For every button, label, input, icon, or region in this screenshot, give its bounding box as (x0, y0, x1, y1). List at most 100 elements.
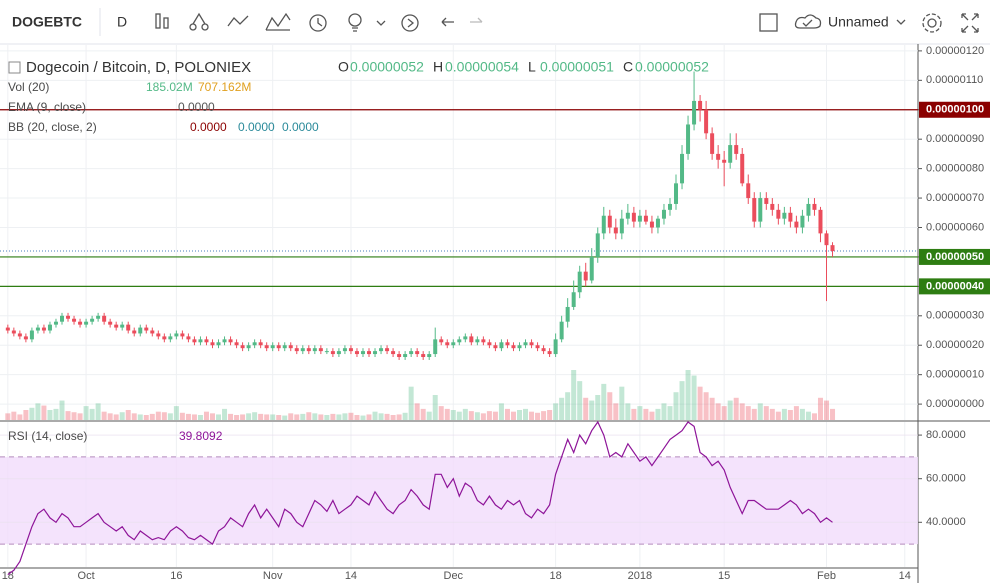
candle-body (318, 348, 323, 352)
volume-bar (619, 386, 625, 420)
symbol[interactable]: DOGEBTC (12, 14, 82, 30)
volume-bar (541, 411, 547, 420)
volume-bar (59, 400, 65, 420)
candle-body (716, 153, 721, 160)
candle-body (373, 351, 378, 355)
candle-body (493, 345, 498, 349)
candle-body (41, 327, 46, 331)
candle-body (234, 342, 239, 346)
volume-bar (282, 415, 288, 420)
volume-bar (691, 375, 697, 420)
volume-bar (77, 413, 83, 420)
x-tick-label: Dec (444, 570, 464, 582)
rsi-line (7, 420, 833, 576)
y-tick-label: 0.00000060 (926, 221, 984, 233)
indicator-value: 707.162M (198, 80, 251, 94)
candle-body (710, 133, 715, 154)
y-tick-label: 0.00000070 (926, 192, 984, 204)
price-label: 0.00000050 (926, 251, 984, 263)
candle-body (198, 339, 203, 343)
x-tick-label: Feb (817, 570, 836, 582)
volume-bar (185, 413, 191, 420)
candle-body (511, 345, 516, 349)
volume-bar (727, 400, 733, 420)
candle-body (222, 339, 227, 343)
volume-bar (715, 403, 721, 420)
volume-bar (535, 412, 541, 420)
candle-body (90, 318, 95, 322)
y-tick-label: 0.00000110 (926, 74, 983, 86)
volume-bar (553, 403, 559, 420)
volume-bar (547, 410, 553, 420)
candle-body (487, 342, 492, 346)
candle-body (499, 342, 504, 349)
volume-bar (667, 406, 673, 420)
candle-body (758, 198, 763, 222)
toolbar-icons[interactable] (155, 12, 979, 33)
volume-bar (83, 406, 89, 420)
candle-body (385, 348, 390, 352)
volume-bar (462, 408, 468, 420)
indicator-value: 0.0000 (238, 120, 275, 134)
indicator-value: 0.0000 (178, 100, 215, 114)
chart-title: Dogecoin / Bitcoin, D, POLONIEX (26, 59, 251, 76)
volume-bar (824, 400, 830, 420)
candle-body (613, 227, 618, 234)
candle-body (78, 321, 83, 325)
candle-body (824, 233, 829, 246)
layout-name[interactable]: Unnamed (828, 14, 889, 30)
candle-body (324, 351, 329, 353)
candle-body (53, 321, 58, 325)
indicator-value: 0.0000 (282, 120, 319, 134)
candle-body (246, 345, 251, 349)
volume-bar (396, 414, 402, 420)
x-tick-label: 16 (170, 570, 182, 582)
candle-body (427, 354, 432, 358)
volume-bar (655, 408, 661, 420)
candle-body (66, 315, 71, 319)
legend-toggle (8, 61, 21, 74)
y-tick-label: 80.0000 (926, 429, 966, 441)
volume-bar (799, 408, 805, 420)
candle-body (35, 327, 40, 331)
candle-body (192, 339, 197, 343)
candle-body (830, 245, 835, 252)
candle-body (475, 339, 480, 343)
volume-bar (312, 413, 318, 420)
candle-body (421, 354, 426, 358)
volume-bar (781, 408, 787, 420)
candle-body (589, 256, 594, 281)
volume-bar (143, 415, 149, 420)
volume-bar (444, 408, 450, 420)
volume-bar (330, 413, 336, 420)
interval[interactable]: D (117, 14, 127, 30)
price-label-box (919, 101, 990, 118)
volume-bar (787, 410, 793, 420)
volume-bar (571, 370, 577, 420)
candle-body (565, 306, 570, 322)
candle-body (625, 212, 630, 219)
candle-body (17, 333, 22, 337)
x-tick-label: Nov (263, 570, 283, 582)
candle-body (397, 354, 402, 358)
volume-bar (65, 411, 71, 420)
volume-bar (354, 415, 360, 420)
y-tick-label: 0.00000020 (926, 339, 984, 351)
candle-body (637, 215, 642, 222)
candle-body (5, 327, 10, 331)
volume-bar (643, 408, 649, 420)
volume-bar (137, 414, 143, 420)
candle-body (186, 336, 191, 340)
volume-bar (288, 413, 294, 420)
candle-body (102, 315, 107, 322)
volume-bar (504, 408, 510, 420)
ohlc-key: O (338, 59, 349, 75)
candle-body (722, 159, 727, 163)
candle-body (312, 348, 317, 352)
volume-bar (438, 406, 444, 420)
volume-bar (601, 383, 607, 420)
volume-bar (510, 411, 516, 420)
toolbar (0, 0, 990, 44)
volume-bar (240, 414, 246, 420)
volume-bar (228, 413, 234, 420)
